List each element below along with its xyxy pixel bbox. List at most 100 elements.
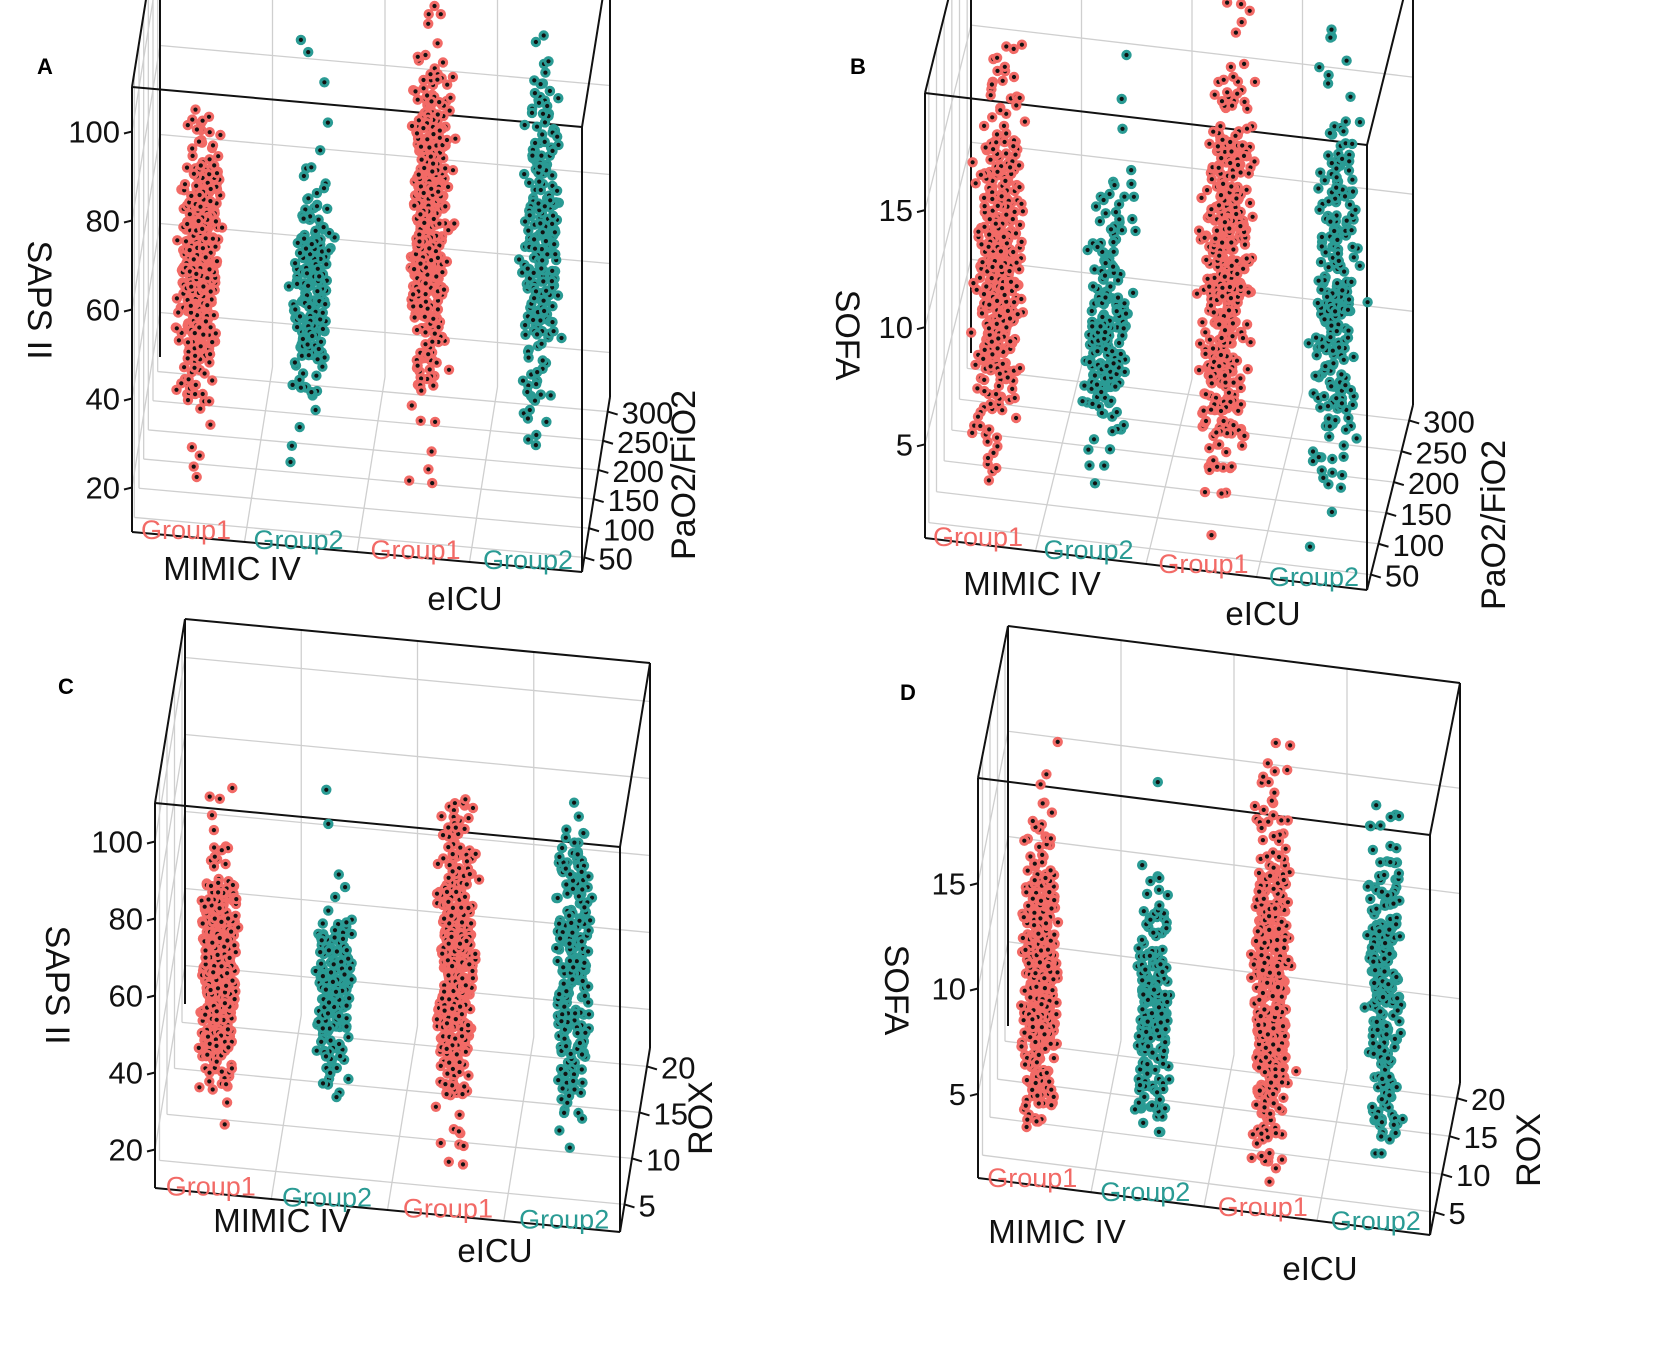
data-point-core: [315, 357, 320, 362]
data-point-core: [1227, 284, 1232, 290]
data-point-core: [1230, 321, 1235, 326]
data-point-core: [1225, 0, 1230, 5]
y-axis-title: PaO2/FiO2: [665, 390, 703, 560]
data-point-core: [976, 229, 981, 234]
data-point-core: [301, 216, 306, 221]
data-point-core: [1015, 312, 1020, 317]
data-point-core: [1248, 340, 1253, 345]
data-point-core: [979, 311, 985, 316]
data-point-core: [421, 86, 426, 91]
data-point-core: [995, 444, 1000, 449]
data-point-core: [426, 21, 431, 26]
data-point-core: [409, 123, 415, 129]
data-point-core: [1113, 210, 1118, 215]
data-point-core: [412, 203, 417, 208]
data-point-core: [196, 139, 202, 144]
data-point-core: [436, 325, 441, 330]
data-point-core: [994, 321, 999, 326]
data-point-core: [176, 338, 181, 343]
data-point-core: [552, 242, 557, 247]
data-point-core: [547, 88, 553, 94]
data-point-core: [434, 274, 439, 279]
data-point-core: [1004, 325, 1009, 330]
data-point-core: [322, 355, 327, 360]
data-point-core: [1221, 181, 1226, 186]
data-point-core: [1008, 165, 1013, 170]
data-point-core: [1229, 184, 1234, 189]
data-point-core: [532, 78, 537, 83]
data-point-core: [1098, 324, 1103, 329]
data-point-core: [431, 132, 436, 137]
data-point-core: [446, 184, 451, 189]
data-point-core: [1219, 491, 1224, 496]
data-point-core: [1224, 450, 1229, 455]
data-point-core: [182, 365, 187, 370]
data-point-core: [419, 388, 424, 393]
z-tick-label: 20: [86, 471, 120, 506]
data-point-core: [555, 188, 560, 193]
data-point-core: [1121, 326, 1126, 331]
z-tick: [123, 130, 133, 135]
data-point-core: [208, 289, 213, 294]
data-point-core: [298, 385, 303, 390]
data-point-core: [1012, 395, 1017, 401]
data-point-core: [193, 392, 198, 397]
data-point-core: [203, 255, 208, 260]
data-point-core: [1203, 392, 1208, 397]
data-point-core: [189, 445, 194, 450]
data-point-core: [411, 292, 416, 297]
data-point-core: [1097, 219, 1102, 224]
data-point-core: [549, 279, 555, 284]
data-point-core: [1092, 481, 1098, 486]
data-point-core: [550, 148, 555, 153]
data-point-core: [1094, 382, 1100, 387]
data-point-core: [995, 298, 1000, 303]
data-point-core: [207, 157, 212, 162]
data-point-core: [417, 239, 422, 244]
data-point-core: [198, 406, 203, 411]
data-point-core: [430, 481, 435, 486]
data-point-core: [1122, 369, 1127, 374]
z-tick: [123, 486, 133, 491]
data-point-core: [202, 371, 207, 376]
data-point-core: [1231, 247, 1236, 252]
data-point-core: [297, 250, 303, 256]
data-point-core: [309, 165, 314, 170]
data-point-core: [989, 82, 995, 87]
data-point-core: [537, 179, 542, 184]
data-point-core: [980, 260, 985, 265]
data-point-core: [994, 466, 999, 471]
data-point-core: [535, 370, 540, 375]
data-point-core: [1004, 151, 1009, 156]
data-point-core: [542, 120, 548, 125]
data-point-core: [412, 315, 417, 320]
data-point-core: [415, 363, 420, 368]
data-point-core: [318, 317, 323, 322]
data-point-core: [1013, 231, 1019, 236]
data-point-core: [200, 246, 205, 251]
data-point-core: [1236, 408, 1241, 413]
z-axis-title: SAPS II: [20, 240, 58, 359]
data-point-core: [1222, 220, 1227, 225]
data-point-core: [306, 353, 311, 358]
data-point-core: [1087, 360, 1092, 365]
z-tick: [123, 397, 133, 402]
data-point-core: [1008, 339, 1013, 344]
data-point-core: [1226, 308, 1232, 313]
data-point-core: [982, 389, 987, 394]
data-point-core: [1222, 328, 1228, 333]
data-point-core: [534, 124, 540, 129]
data-point-core: [1010, 217, 1015, 222]
data-point-core: [520, 378, 526, 383]
data-point-core: [541, 298, 546, 303]
y-tick: [593, 498, 604, 504]
data-point-core: [416, 172, 421, 177]
data-point-core: [323, 302, 328, 307]
data-point-core: [1000, 408, 1005, 413]
data-point-core: [1244, 126, 1250, 131]
data-point-core: [1197, 228, 1202, 233]
data-point-core: [191, 257, 196, 262]
data-point-core: [206, 114, 212, 119]
data-point-core: [985, 439, 990, 444]
data-point-core: [317, 274, 322, 279]
